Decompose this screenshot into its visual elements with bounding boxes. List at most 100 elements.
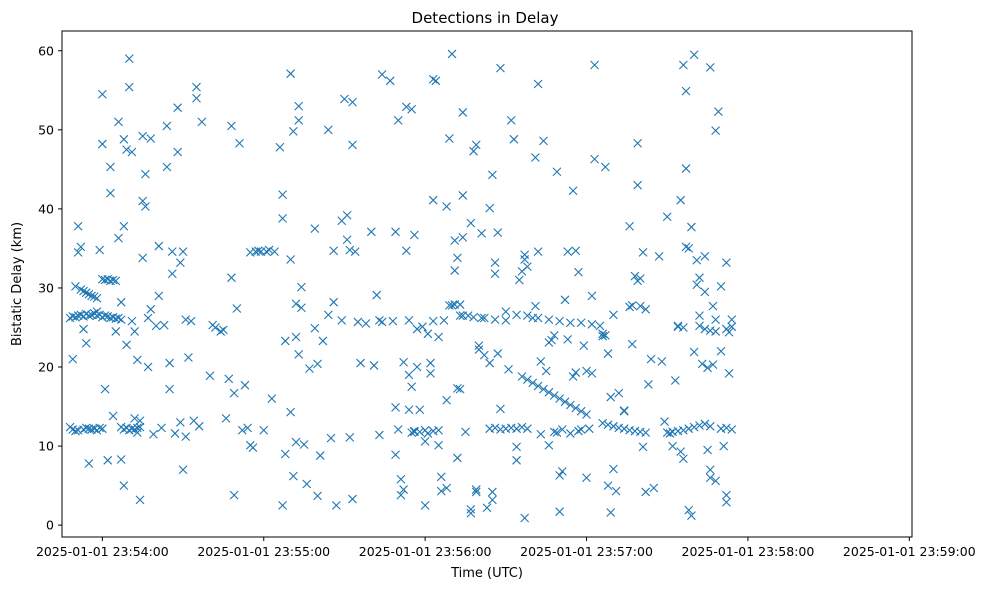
data-point [391, 227, 400, 237]
data-point [114, 313, 123, 323]
data-point [119, 134, 129, 144]
data-point [68, 354, 78, 364]
data-point [544, 440, 554, 450]
data-point [345, 432, 355, 442]
data-point [79, 324, 88, 334]
data-point [477, 313, 487, 323]
data-point [399, 485, 409, 494]
data-point [687, 222, 696, 232]
data-point [536, 357, 546, 366]
data-point [587, 319, 597, 329]
data-point [415, 427, 425, 437]
data-point [73, 221, 83, 231]
data-point [159, 320, 169, 330]
data-point [412, 324, 422, 334]
data-point [609, 464, 618, 474]
data-point [487, 170, 497, 180]
data-point [447, 300, 457, 310]
data-point [695, 421, 704, 430]
data-point [727, 425, 737, 434]
data-point [700, 324, 710, 334]
data-point [173, 103, 183, 113]
data-point [485, 358, 495, 368]
data-point [522, 424, 532, 434]
data-point [401, 246, 411, 256]
data-point [130, 327, 140, 336]
data-point [143, 362, 153, 372]
data-point [97, 89, 107, 99]
data-point [442, 483, 452, 493]
data-point [423, 329, 433, 339]
data-point [375, 315, 384, 325]
data-point [574, 267, 583, 277]
data-point [138, 196, 148, 206]
data-point [143, 313, 153, 323]
data-point [95, 423, 105, 433]
data-point [76, 242, 86, 252]
data-point [625, 221, 634, 231]
data-point [587, 368, 597, 378]
data-point [493, 349, 503, 358]
data-point [547, 335, 556, 345]
data-point [563, 247, 573, 256]
data-point [428, 316, 438, 326]
data-point [461, 427, 470, 437]
data-point [619, 406, 629, 415]
data-point [471, 487, 481, 497]
data-point [434, 425, 443, 435]
data-point [576, 425, 586, 434]
data-point [619, 424, 629, 434]
data-point [216, 327, 226, 336]
data-point [681, 164, 691, 173]
data-point [678, 323, 688, 332]
data-point [678, 60, 688, 70]
data-point [584, 424, 594, 434]
data-point [496, 63, 505, 73]
data-point [689, 50, 699, 60]
data-point [703, 363, 712, 373]
data-point [708, 360, 718, 370]
data-point [477, 229, 487, 238]
data-point [458, 232, 468, 242]
data-point [598, 329, 608, 339]
data-point [522, 262, 532, 271]
data-point [92, 307, 102, 317]
data-point [264, 245, 274, 255]
data-point [646, 354, 656, 364]
data-point [509, 134, 519, 144]
data-point [442, 202, 452, 211]
data-point [81, 423, 91, 433]
data-point [130, 414, 140, 423]
data-point [391, 402, 400, 412]
data-point [722, 258, 731, 268]
data-point [366, 227, 376, 237]
data-point [100, 311, 110, 321]
data-point [431, 76, 441, 86]
data-point [315, 451, 325, 460]
data-point [727, 315, 737, 324]
data-point [111, 327, 121, 336]
data-point [76, 285, 86, 294]
data-point [517, 422, 527, 432]
data-point [695, 273, 704, 283]
data-point [453, 253, 462, 263]
data-point [275, 142, 285, 152]
data-point [522, 375, 532, 385]
data-point [393, 115, 403, 125]
data-point [224, 374, 234, 384]
data-point [71, 312, 80, 322]
data-point [318, 336, 328, 346]
data-point [633, 138, 643, 148]
data-point [331, 500, 341, 510]
data-point [603, 420, 613, 430]
data-point [167, 247, 177, 256]
data-point [649, 483, 659, 493]
data-point [512, 442, 521, 452]
data-point [689, 347, 699, 357]
data-point [377, 317, 387, 327]
data-point [146, 134, 156, 143]
data-point [681, 86, 691, 96]
data-point [192, 93, 201, 103]
data-point [684, 424, 694, 434]
